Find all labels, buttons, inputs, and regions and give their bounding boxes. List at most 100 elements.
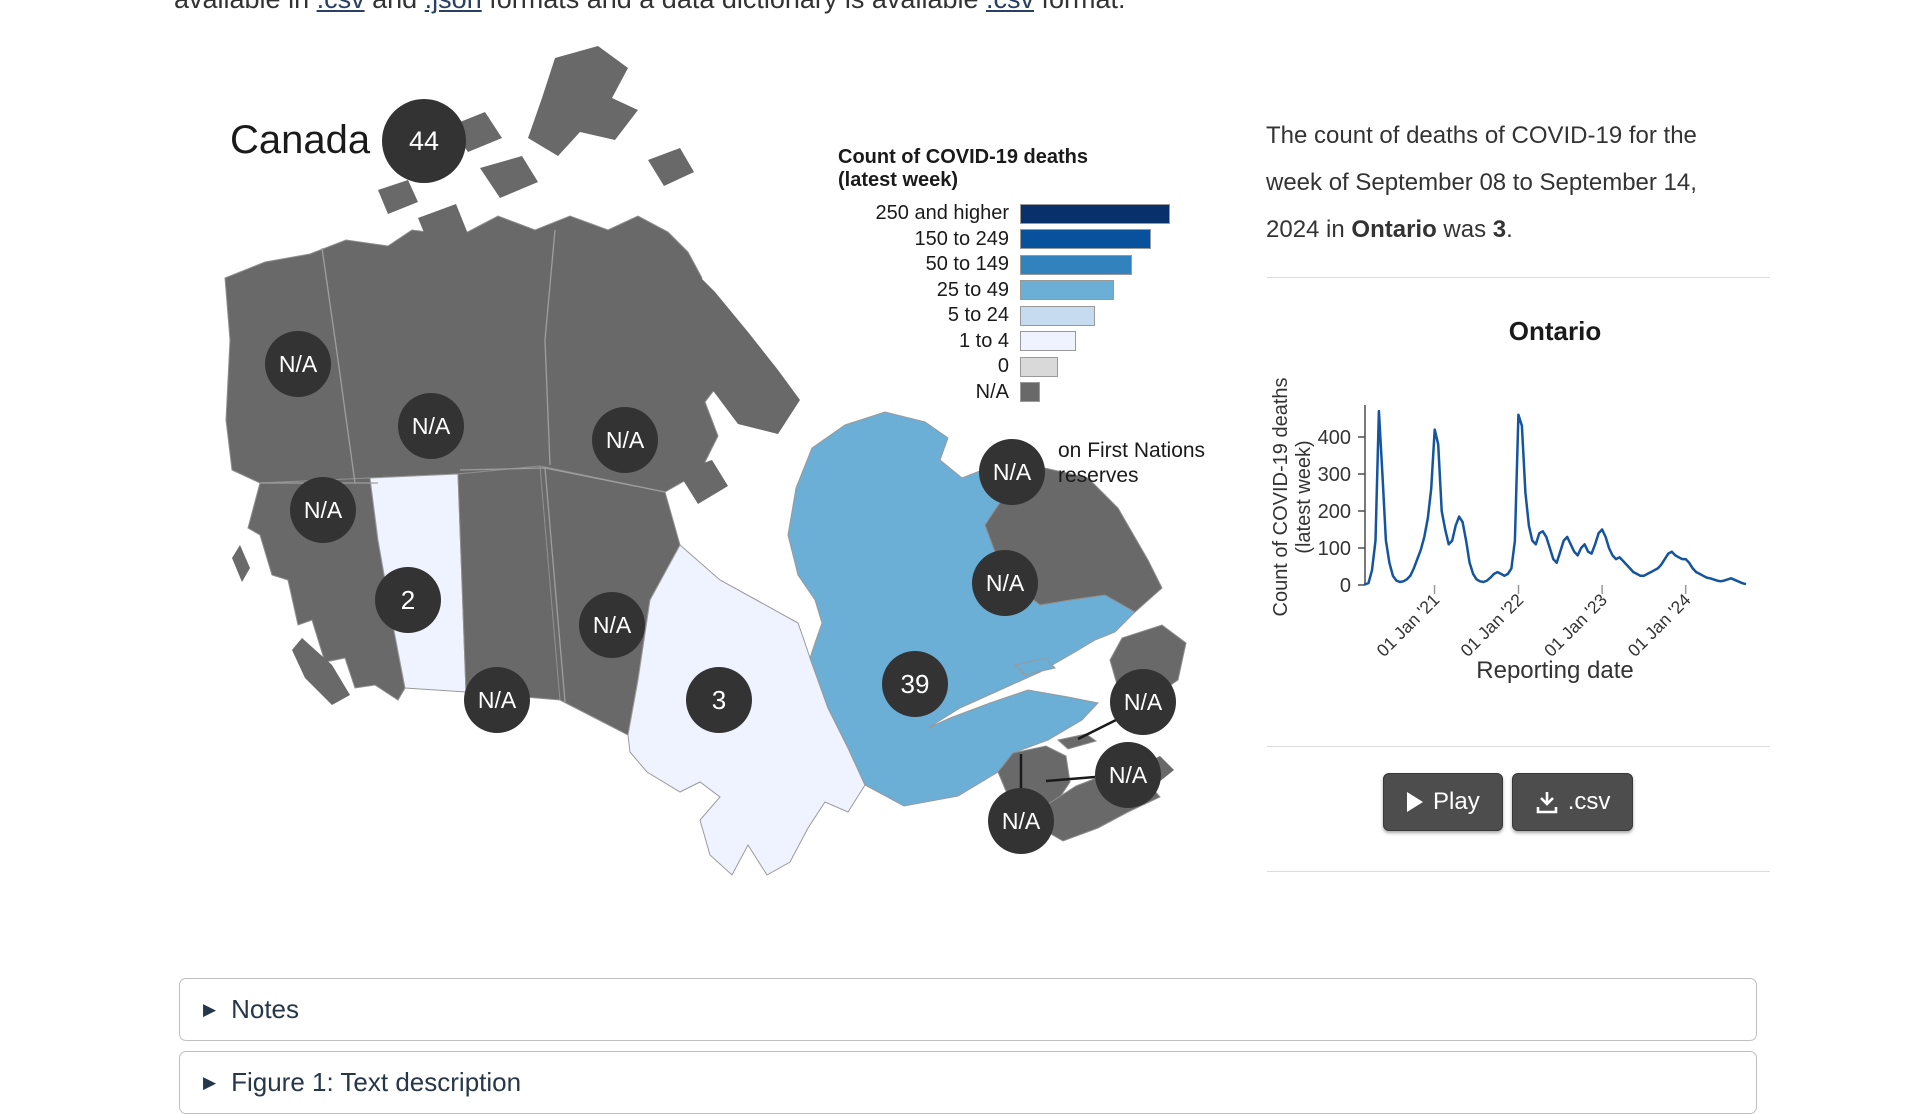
summary-region: Ontario xyxy=(1351,216,1437,243)
panel-divider-mid xyxy=(1267,746,1770,747)
summary-pre: The count of deaths of COVID-19 for the … xyxy=(1266,122,1697,243)
legend-row: 1 to 4 xyxy=(830,329,1200,355)
legend-item-label: 50 to 149 xyxy=(925,253,1009,276)
panel-divider-bottom xyxy=(1267,871,1770,872)
legend-rows: 250 and higher 150 to 249 50 to 149 25 to 4… xyxy=(830,201,1200,405)
legend-item-label: N/A xyxy=(975,380,1009,403)
legend-swatch xyxy=(1020,280,1114,301)
legend-item-label: 250 and higher xyxy=(875,202,1009,225)
map-bubble-prince-edward-island[interactable]: N/A xyxy=(1110,669,1176,735)
nova-scotia-leader-line xyxy=(1045,775,1096,783)
intro-text: available in .csv and .json formats and … xyxy=(174,0,1126,15)
json-link[interactable]: .json xyxy=(425,0,482,14)
legend-item-label: 5 to 24 xyxy=(947,304,1009,327)
sask-manitoba-border xyxy=(544,467,566,703)
summary-mid: was xyxy=(1436,216,1493,243)
legend-swatch xyxy=(1020,254,1132,275)
play-button-label: Play xyxy=(1433,788,1480,815)
legend-swatch xyxy=(1020,203,1170,224)
canada-label: Canada xyxy=(230,118,371,162)
map-bubble-quebec[interactable]: 39 xyxy=(882,651,948,717)
download-icon xyxy=(1536,792,1557,814)
figure-description-accordion: ▶ Figure 1: Text description xyxy=(179,1051,1757,1114)
panel-divider-top xyxy=(1267,277,1770,278)
pei-leader-line xyxy=(1077,717,1119,741)
summary-post: . xyxy=(1506,216,1513,243)
notes-accordion-toggle[interactable]: ▶ Notes xyxy=(180,979,1756,1040)
yukon-nwt-border xyxy=(321,247,356,484)
legend-item-label: 25 to 49 xyxy=(936,278,1009,301)
map-bubble-nunavut[interactable]: N/A xyxy=(592,407,658,473)
map-bubble-canada[interactable]: 44 xyxy=(382,99,466,183)
legend-row: N/A xyxy=(830,380,1200,406)
summary-text: The count of deaths of COVID-19 for the … xyxy=(1266,112,1746,253)
summary-value: 3 xyxy=(1492,216,1507,243)
legend-item-label: 1 to 4 xyxy=(958,329,1009,352)
y-axis-ticks: 0 100 200 300 400 xyxy=(1318,427,1365,597)
map-bubble-northwest-territories[interactable]: N/A xyxy=(398,393,464,459)
legend-row: 25 to 49 xyxy=(830,278,1200,304)
ontario-line-chart[interactable]: Count of COVID-19 deaths(latest week) 01… xyxy=(1265,300,1825,700)
expander-triangle-icon: ▶ xyxy=(203,999,217,1019)
map-bubble-new-brunswick[interactable]: N/A xyxy=(988,788,1054,854)
legend-swatch xyxy=(1020,229,1151,250)
anticosti-island[interactable] xyxy=(1014,657,1056,676)
y-tick-label: 100 xyxy=(1318,538,1351,560)
play-icon xyxy=(1407,792,1423,812)
chart-title: Ontario xyxy=(1508,316,1602,346)
intro-mid: formats and a data dictionary is availab… xyxy=(482,0,986,14)
csv-link[interactable]: .csv xyxy=(317,0,365,14)
x-tick-label: 01 Jan '23 xyxy=(1540,590,1611,661)
expander-triangle-icon: ▶ xyxy=(203,1072,217,1092)
arctic-archipelago-islands[interactable] xyxy=(378,46,800,504)
y-tick-label: 200 xyxy=(1318,501,1351,523)
notes-accordion: ▶ Notes xyxy=(179,978,1757,1041)
legend-title: Count of COVID-19 deaths (latest week) xyxy=(838,146,1089,191)
legend-row: 0 xyxy=(830,354,1200,380)
x-tick-label: 01 Jan '21 xyxy=(1373,590,1444,661)
figure-description-accordion-toggle[interactable]: ▶ Figure 1: Text description xyxy=(180,1052,1756,1113)
x-tick-label: 01 Jan '24 xyxy=(1624,590,1695,661)
intro-and: and xyxy=(365,0,425,14)
play-button[interactable]: Play xyxy=(1383,773,1503,831)
legend-swatch xyxy=(1020,331,1076,352)
intro-post: format. xyxy=(1034,0,1126,14)
province-prince-edward-island[interactable] xyxy=(1056,733,1098,750)
x-axis-ticks: 01 Jan '21 01 Jan '22 01 Jan '23 01 Jan '24 xyxy=(1373,585,1695,661)
map-bubble-nova-scotia[interactable]: N/A xyxy=(1095,742,1161,808)
y-tick-label: 400 xyxy=(1318,427,1351,449)
legend-row: 50 to 149 xyxy=(830,252,1200,278)
map-bubble-first-nations-reserves[interactable]: N/A xyxy=(979,439,1045,505)
canada-map: Canada 44 N/A N/A N/A N/A 2 N/A N/A 3 39 N/A N/A N/A… xyxy=(160,40,1220,920)
legend-item-label: 0 xyxy=(997,355,1009,378)
dictionary-csv-link[interactable]: .csv xyxy=(986,0,1034,14)
map-bubble-yukon[interactable]: N/A xyxy=(265,331,331,397)
legend-row: 250 and higher xyxy=(830,201,1200,227)
vancouver-island[interactable] xyxy=(292,638,350,705)
legend-row: 5 to 24 xyxy=(830,303,1200,329)
csv-button-label: .csv xyxy=(1567,788,1611,815)
y-tick-label: 300 xyxy=(1318,464,1351,486)
map-bubble-british-columbia[interactable]: N/A xyxy=(290,477,356,543)
intro-pre: available in xyxy=(174,0,317,14)
y-tick-label: 0 xyxy=(1340,575,1351,597)
first-nations-caption-line1: on First Nations xyxy=(1058,439,1206,462)
download-csv-button[interactable]: .csv xyxy=(1511,773,1634,831)
first-nations-caption-line2: reserves xyxy=(1058,464,1139,487)
first-nations-caption: on First Nations reserves xyxy=(1058,438,1205,488)
map-bubble-saskatchewan[interactable]: N/A xyxy=(464,667,530,733)
legend-swatch xyxy=(1020,356,1058,377)
x-axis-title: Reporting date xyxy=(1476,657,1633,684)
haida-gwaii-island[interactable] xyxy=(232,545,250,582)
y-axis-label: Count of COVID-19 deaths(latest week) xyxy=(1270,377,1315,616)
figure-description-accordion-label: Figure 1: Text description xyxy=(231,1067,522,1097)
legend-item-label: 150 to 249 xyxy=(914,227,1009,250)
legend-row: 150 to 249 xyxy=(830,227,1200,253)
map-bubble-alberta[interactable]: 2 xyxy=(375,567,441,633)
notes-accordion-label: Notes xyxy=(231,994,299,1024)
map-bubble-ontario[interactable]: 3 xyxy=(686,667,752,733)
map-bubble-manitoba[interactable]: N/A xyxy=(579,592,645,658)
map-legend: Count of COVID-19 deaths (latest week) 2… xyxy=(830,146,1200,405)
legend-swatch xyxy=(1020,382,1040,403)
map-bubble-newfoundland-and-labrador[interactable]: N/A xyxy=(972,550,1038,616)
